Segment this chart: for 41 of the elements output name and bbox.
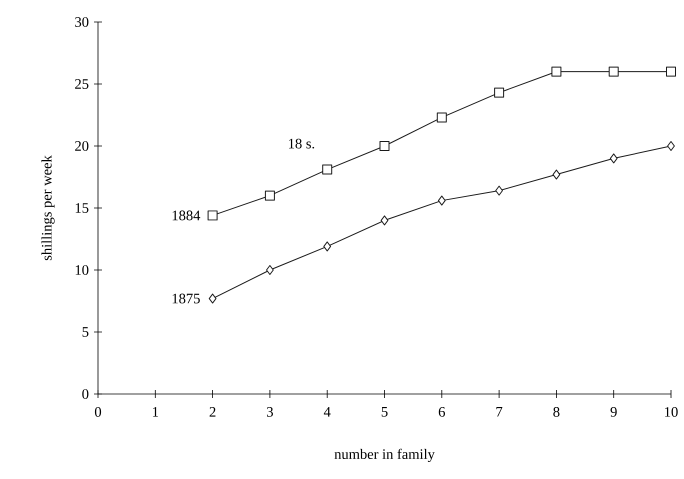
y-axis-title: shillings per week [41,155,55,260]
point [495,186,503,196]
y-tick-label: 15 [76,203,88,213]
x-tick-label: 5 [382,407,388,417]
x-tick-label: 0 [94,407,102,417]
x-tick-label: 9 [610,407,617,417]
y-tick-label: 0 [82,389,88,399]
annotation: 18 s. [289,138,314,149]
point [436,112,447,122]
x-tick-label: 7 [496,407,502,417]
point [610,153,618,164]
point [438,196,446,206]
y-tick-label: 30 [75,17,88,27]
x-tick-label: 2 [210,407,216,417]
point [208,294,216,304]
point [552,170,560,180]
x-tick-label: 3 [266,407,273,417]
point [323,241,332,252]
series-label: 1884 [172,210,200,220]
point [380,140,390,151]
x-tick-label: 4 [324,407,331,417]
point [608,66,619,77]
point [322,164,332,175]
series-label: 1875 [172,294,200,304]
point [266,265,274,275]
point [208,210,218,220]
x-tick-label: 8 [553,407,560,417]
x-tick-label: 1 [152,407,158,417]
y-tick-label: 5 [82,327,88,337]
point [380,215,388,226]
point [551,66,562,77]
y-tick-label: 10 [76,265,88,275]
x-axis-title: number in family [334,448,435,462]
y-tick-label: 20 [75,141,88,151]
x-tick-label: 10 [665,407,678,417]
x-tick-label: 6 [438,407,445,417]
point [494,88,504,98]
point [667,140,675,151]
point [666,66,676,77]
point [264,190,275,201]
y-tick-label: 25 [75,79,88,89]
